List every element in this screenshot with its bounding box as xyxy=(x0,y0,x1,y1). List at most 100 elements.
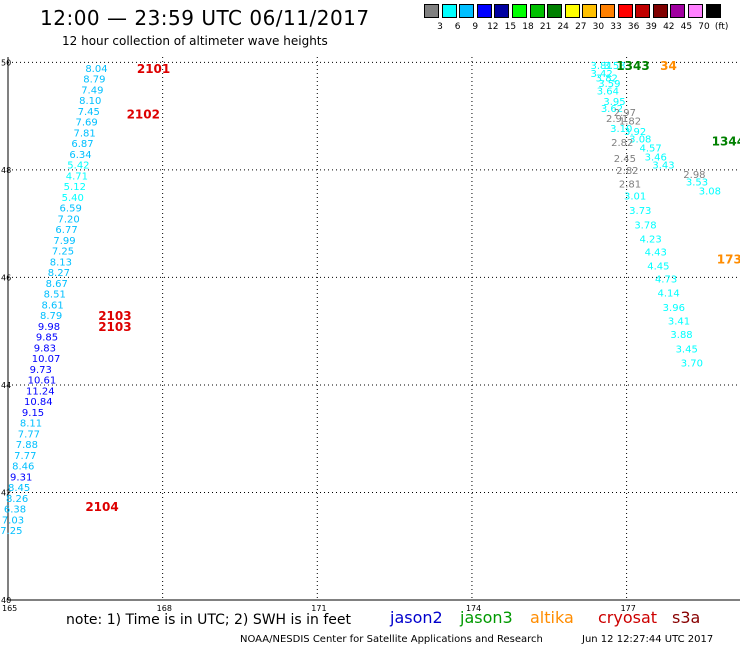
legend-swatch xyxy=(547,4,563,18)
swh-value: 3.70 xyxy=(681,358,703,369)
pass-label: 173 xyxy=(717,253,740,267)
swh-value: 3.41 xyxy=(668,316,690,327)
credit-line: NOAA/NESDIS Center for Satellite Applica… xyxy=(240,634,543,645)
swh-value: 8.26 xyxy=(6,494,28,505)
pass-label: 2104 xyxy=(85,500,118,514)
swh-value: 2.81 xyxy=(619,179,641,190)
swh-value: 7.99 xyxy=(53,236,75,247)
swh-value: 3.01 xyxy=(624,192,646,203)
generated-timestamp: Jun 12 12:27:44 UTC 2017 xyxy=(582,634,714,645)
pass-label: 2103 xyxy=(98,320,131,334)
footer-note: note: 1) Time is in UTC; 2) SWH is in fe… xyxy=(66,612,352,628)
legend-label: 9 xyxy=(472,22,479,32)
legend-swatch xyxy=(512,4,527,18)
legend-swatch xyxy=(600,4,615,18)
legend-swatch xyxy=(424,4,439,18)
legend-label: 3 xyxy=(437,22,443,32)
swh-value: 5.40 xyxy=(62,193,84,204)
longitude-label: 171 xyxy=(311,604,326,613)
pass-label: 2102 xyxy=(127,107,160,121)
swh-value: 2.82 xyxy=(611,138,633,149)
swh-value: 7.20 xyxy=(57,214,79,225)
legend-swatch xyxy=(635,4,651,18)
map-subtitle: 12 hour collection of altimeter wave hei… xyxy=(62,34,328,48)
swh-value: 3.62 xyxy=(601,104,623,115)
swh-value: 4.23 xyxy=(639,235,661,246)
swh-value: 4.14 xyxy=(658,288,680,299)
swh-value: 7.25 xyxy=(52,247,74,258)
legend-swatch xyxy=(441,4,457,18)
swh-value: 10.61 xyxy=(28,376,57,387)
swh-value: 4.45 xyxy=(647,262,669,273)
legend-label: 36 xyxy=(627,22,640,32)
swh-value: 2.98 xyxy=(683,170,705,181)
swh-value: 3.08 xyxy=(629,135,651,146)
swh-value: 7.03 xyxy=(2,515,24,526)
swh-value: 8.10 xyxy=(79,96,101,107)
swh-value: 9.15 xyxy=(22,408,44,419)
latitude-label: 42 xyxy=(1,488,11,497)
swh-value: 3.10 xyxy=(610,124,632,135)
legend-label: 39 xyxy=(645,22,657,32)
swh-value: 3.53 xyxy=(603,61,625,72)
legend-swatch xyxy=(459,4,475,18)
legend-swatch xyxy=(705,4,721,18)
swh-value: 6.34 xyxy=(69,150,91,161)
swh-value: 8.79 xyxy=(83,75,105,86)
swh-value: 8.67 xyxy=(46,279,68,290)
swh-value: 5.42 xyxy=(67,161,89,172)
swh-value: 8.79 xyxy=(40,311,62,322)
legend-label: 18 xyxy=(522,22,534,32)
swh-value: 3.53 xyxy=(686,178,708,189)
legend-label: 12 xyxy=(487,22,499,32)
swh-value: 11.24 xyxy=(26,386,55,397)
swh-value: 3.59 xyxy=(598,79,620,90)
legend-label: 42 xyxy=(663,22,675,32)
swh-value: 7.25 xyxy=(0,526,22,537)
longitude-label: 177 xyxy=(621,604,636,613)
legend-swatch xyxy=(688,4,703,18)
swh-value: 9.73 xyxy=(30,365,52,376)
legend-swatch xyxy=(617,4,633,18)
swh-value: 6.59 xyxy=(60,204,82,215)
map-title: 12:00 — 23:59 UTC 06/11/2017 xyxy=(40,6,370,30)
legend-label: 21 xyxy=(539,22,552,32)
legend-swatch xyxy=(670,4,686,18)
legend-swatch xyxy=(529,4,545,18)
pass-label: 1344 xyxy=(712,134,740,148)
swh-value: 3.88 xyxy=(670,330,692,341)
legend-label: 24 xyxy=(557,22,569,32)
longitude-label: 168 xyxy=(157,604,172,613)
swh-value: 10.84 xyxy=(24,397,53,408)
swh-value: 4.73 xyxy=(655,275,677,286)
swh-value: 3.82 xyxy=(596,73,618,84)
swh-value: 3.78 xyxy=(634,221,656,232)
pass-label: 2103 xyxy=(98,309,131,323)
swh-value: 6.38 xyxy=(4,505,26,516)
legend-jason2: jason2 xyxy=(390,608,443,627)
legend-cryosat: cryosat xyxy=(598,608,658,627)
legend-label: 30 xyxy=(592,22,605,32)
swh-value: 2.45 xyxy=(614,154,636,165)
swh-value: 8.46 xyxy=(12,462,34,473)
swh-value: 7.49 xyxy=(81,85,103,96)
swh-value: 8.11 xyxy=(20,419,42,430)
swh-value: 4.71 xyxy=(66,171,88,182)
swh-value: 6.87 xyxy=(71,139,93,150)
legend-label: 45 xyxy=(680,22,693,32)
swh-value: 7.88 xyxy=(16,440,38,451)
legend-altika: altika xyxy=(530,608,574,627)
pass-label: 1343 xyxy=(616,59,649,73)
swh-value: 9.98 xyxy=(38,322,60,333)
pass-label: 2101 xyxy=(137,62,170,76)
swh-value: 7.45 xyxy=(78,107,100,118)
swh-value: 2.97 xyxy=(614,108,636,119)
swh-value: 8.27 xyxy=(48,268,70,279)
swh-value: 8.04 xyxy=(85,64,107,75)
swh-value: 5.12 xyxy=(64,182,86,193)
swh-value: 8.51 xyxy=(44,290,66,301)
legend-swatch xyxy=(582,4,598,18)
swh-value: 3.73 xyxy=(629,206,651,217)
swh-value: 3.95 xyxy=(603,97,625,108)
